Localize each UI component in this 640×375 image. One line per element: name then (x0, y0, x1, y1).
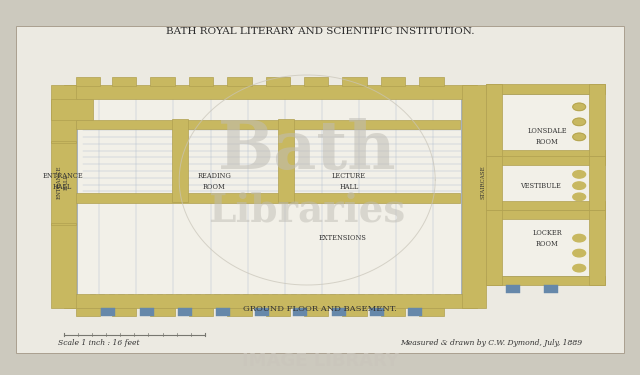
Bar (76, 120, 460, 129)
Bar (227, 308, 252, 316)
Bar (255, 308, 269, 316)
Bar (64, 294, 477, 308)
Bar (140, 308, 154, 316)
Circle shape (573, 133, 586, 141)
Bar (544, 285, 558, 293)
Bar (266, 308, 290, 316)
Bar (64, 85, 477, 99)
Bar (342, 77, 367, 86)
Bar (52, 101, 90, 119)
Text: BATH ROYAL LITERARY AND SCIENTIFIC INSTITUTION.: BATH ROYAL LITERARY AND SCIENTIFIC INSTI… (166, 27, 474, 36)
Bar (486, 150, 605, 159)
Circle shape (573, 193, 586, 201)
Bar (589, 84, 605, 159)
Text: Bath: Bath (218, 117, 397, 183)
Bar (486, 210, 605, 219)
Bar (76, 193, 460, 202)
Bar (172, 119, 188, 202)
Bar (77, 86, 461, 296)
Bar (342, 308, 367, 316)
Bar (304, 77, 328, 86)
Bar (278, 119, 294, 202)
Bar (51, 141, 76, 142)
Bar (304, 308, 328, 316)
Text: ENTRANCE
HALL: ENTRANCE HALL (57, 165, 68, 199)
Bar (216, 308, 230, 316)
Bar (112, 308, 136, 316)
Bar (189, 308, 213, 316)
Bar (51, 99, 93, 120)
Bar (499, 163, 598, 210)
Bar (101, 308, 115, 316)
Bar (486, 84, 605, 94)
Bar (51, 85, 76, 308)
Bar (381, 77, 405, 86)
Bar (589, 210, 605, 285)
Bar (419, 308, 444, 316)
Text: GROUND FLOOR AND BASEMENT.: GROUND FLOOR AND BASEMENT. (243, 305, 397, 314)
Text: LECTURE
HALL: LECTURE HALL (332, 172, 366, 191)
Text: ENTRANCE
HALL: ENTRANCE HALL (42, 172, 83, 191)
Bar (227, 77, 252, 86)
Bar (112, 77, 136, 86)
Bar (16, 26, 624, 352)
Bar (408, 308, 422, 316)
Bar (486, 276, 605, 285)
Bar (506, 285, 520, 293)
Text: Libraries: Libraries (209, 191, 406, 229)
Bar (189, 77, 213, 86)
Text: Measured & drawn by C.W. Dymond, July, 1889: Measured & drawn by C.W. Dymond, July, 1… (400, 339, 582, 347)
Bar (381, 308, 405, 316)
Circle shape (573, 182, 586, 189)
Bar (332, 308, 346, 316)
Bar (486, 156, 502, 210)
Text: Scale 1 inch : 16 feet: Scale 1 inch : 16 feet (58, 339, 140, 347)
Bar (499, 94, 598, 159)
Bar (462, 85, 486, 308)
Bar (293, 308, 307, 316)
Bar (499, 214, 598, 276)
Text: LOCKER
ROOM: LOCKER ROOM (532, 229, 562, 248)
Text: LONSDALE
ROOM: LONSDALE ROOM (527, 128, 567, 146)
Bar (150, 77, 175, 86)
Bar (76, 308, 100, 316)
Bar (589, 156, 605, 210)
Circle shape (573, 171, 586, 178)
Text: VESTIBULE: VESTIBULE (520, 182, 561, 190)
Bar (486, 201, 605, 210)
Circle shape (573, 264, 586, 272)
Circle shape (573, 118, 586, 126)
Bar (486, 210, 502, 285)
Bar (419, 77, 444, 86)
Bar (370, 308, 384, 316)
Bar (51, 223, 76, 225)
Circle shape (573, 249, 586, 257)
Bar (178, 308, 192, 316)
Bar (486, 156, 605, 165)
Circle shape (573, 103, 586, 111)
Text: EXTENSIONS: EXTENSIONS (319, 234, 366, 242)
Bar (486, 84, 502, 159)
Text: READING
ROOM: READING ROOM (198, 172, 231, 191)
Bar (150, 308, 175, 316)
Circle shape (573, 234, 586, 242)
Text: IMAGE LIBRARY: IMAGE LIBRARY (241, 352, 399, 370)
Bar (266, 77, 290, 86)
Bar (76, 77, 100, 86)
Text: STAIRCASE: STAIRCASE (481, 165, 486, 199)
